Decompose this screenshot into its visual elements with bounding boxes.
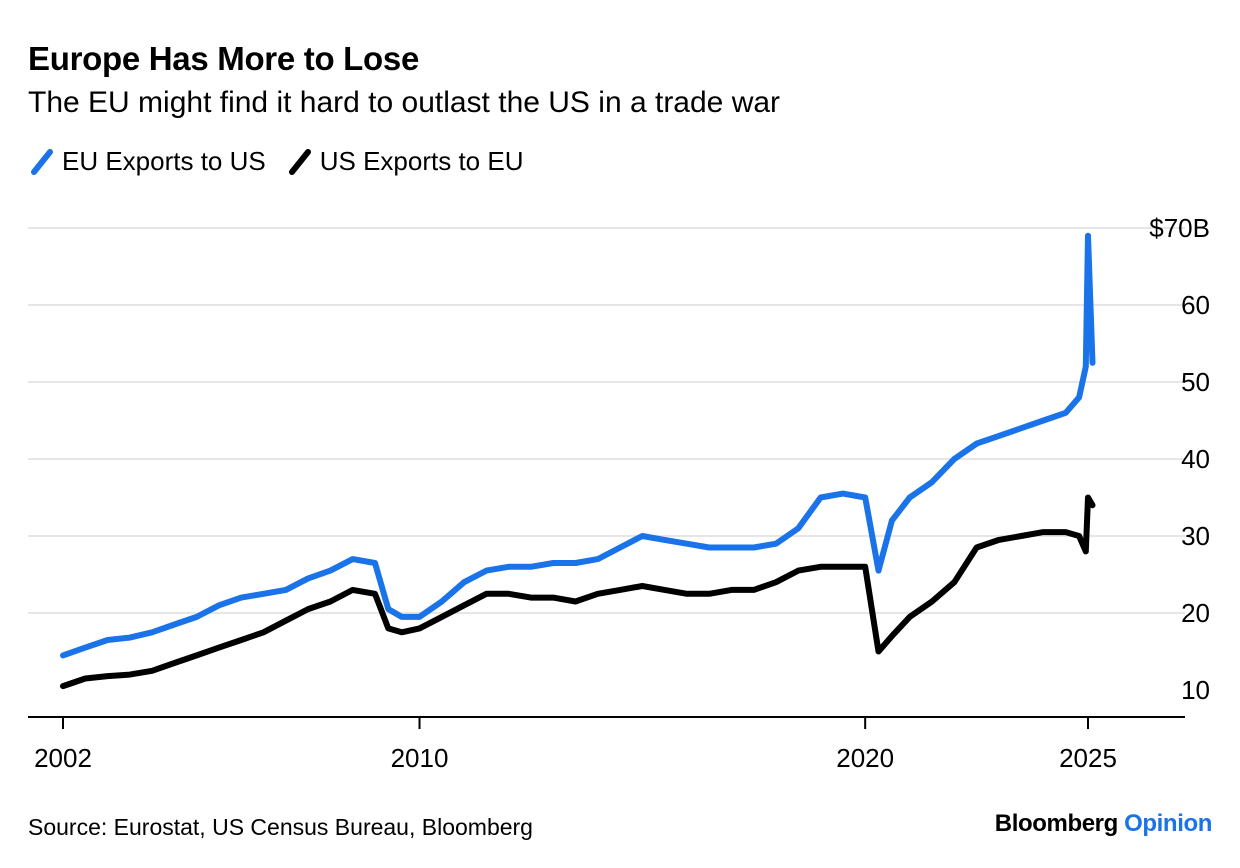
y-tick-label-20: 20: [1181, 598, 1210, 628]
chart-title: Europe Has More to Lose: [28, 40, 420, 77]
x-tick-label-2020: 2020: [836, 743, 894, 773]
source-note: Source: Eurostat, US Census Bureau, Bloo…: [28, 814, 533, 840]
x-tick-label-2010: 2010: [391, 743, 449, 773]
legend-item-us: US Exports to EU: [288, 146, 524, 177]
y-tick-label-30: 30: [1181, 521, 1210, 551]
y-tick-label-70: $70B: [1149, 213, 1210, 243]
series-line-eu-exports-to-us: [60, 232, 1096, 659]
y-tick-label-40: 40: [1181, 444, 1210, 474]
y-tick-label-10: 10: [1181, 675, 1210, 705]
legend-swatch-us-icon: [288, 148, 311, 175]
legend-item-eu: EU Exports to US: [30, 146, 266, 177]
x-tick-label-2025: 2025: [1059, 743, 1117, 773]
y-tick-label-60: 60: [1181, 290, 1210, 320]
chart-axes: [28, 716, 1185, 729]
legend-swatch-eu-icon: [31, 148, 53, 175]
bloomberg-opinion-logo: Bloomberg Opinion: [994, 810, 1213, 838]
chart-tick-labels: 10 20 30 40 50 60 $70B 2002 2010 2020 2025: [34, 213, 1210, 773]
chart-subtitle: The EU might find it hard to outlast the…: [28, 86, 781, 119]
logo-main-text: Bloomberg: [994, 810, 1118, 837]
legend-label-us: US Exports to EU: [319, 146, 524, 176]
y-tick-label-50: 50: [1181, 367, 1210, 397]
x-tick-label-2002: 2002: [34, 743, 92, 773]
chart-series: [60, 232, 1096, 690]
series-line-us-exports-to-eu: [60, 494, 1096, 690]
chart-legend: EU Exports to US US Exports to EU: [30, 146, 545, 177]
logo-accent-text: Opinion: [1124, 810, 1212, 837]
chart-gridlines: [28, 227, 1185, 614]
legend-label-eu: EU Exports to US: [62, 146, 266, 176]
